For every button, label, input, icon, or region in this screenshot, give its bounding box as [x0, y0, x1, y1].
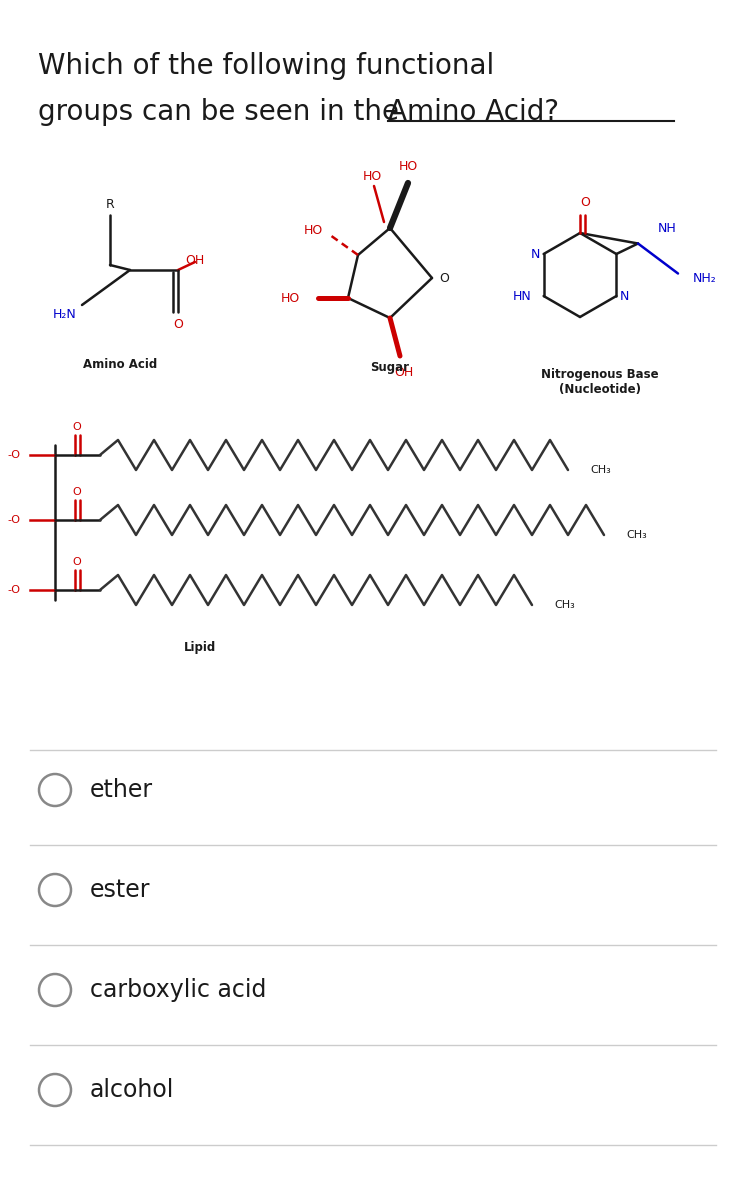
Text: CH₃: CH₃	[554, 600, 574, 610]
Text: Lipid: Lipid	[184, 642, 216, 654]
Text: N: N	[620, 289, 629, 302]
Text: O: O	[173, 318, 183, 331]
Text: carboxylic acid: carboxylic acid	[90, 978, 266, 1002]
Text: HO: HO	[398, 160, 418, 173]
Text: NH: NH	[658, 222, 677, 235]
Text: O: O	[580, 197, 590, 210]
Text: HN: HN	[513, 289, 532, 302]
Text: R: R	[106, 198, 114, 211]
Text: HO: HO	[304, 224, 322, 238]
Text: O: O	[439, 271, 449, 284]
Circle shape	[39, 1074, 71, 1106]
Text: N: N	[531, 247, 540, 260]
Text: Which of the following functional: Which of the following functional	[38, 52, 495, 80]
Text: groups can be seen in the: groups can be seen in the	[38, 98, 408, 126]
Circle shape	[39, 974, 71, 1006]
Text: NH₂: NH₂	[693, 272, 717, 284]
Text: Amino Acid: Amino Acid	[83, 359, 157, 372]
Text: Nitrogenous Base
(Nucleotide): Nitrogenous Base (Nucleotide)	[541, 368, 659, 396]
Text: CH₃: CH₃	[626, 530, 647, 540]
Text: -O: -O	[7, 515, 20, 526]
Text: OH: OH	[185, 253, 204, 266]
Circle shape	[39, 874, 71, 906]
Text: O: O	[72, 487, 81, 497]
Text: O: O	[72, 557, 81, 566]
Text: Amino Acid?: Amino Acid?	[388, 98, 559, 126]
Text: -O: -O	[7, 584, 20, 595]
Text: -O: -O	[7, 450, 20, 460]
Text: CH₃: CH₃	[590, 464, 611, 475]
Circle shape	[39, 774, 71, 806]
Text: HO: HO	[363, 169, 382, 182]
Text: H₂N: H₂N	[53, 307, 77, 320]
Text: ester: ester	[90, 878, 151, 902]
Text: alcohol: alcohol	[90, 1078, 175, 1102]
Text: OH: OH	[395, 366, 413, 379]
Text: HO: HO	[280, 292, 300, 305]
Text: ether: ether	[90, 778, 153, 802]
Text: O: O	[72, 422, 81, 432]
Text: Sugar: Sugar	[371, 361, 410, 374]
